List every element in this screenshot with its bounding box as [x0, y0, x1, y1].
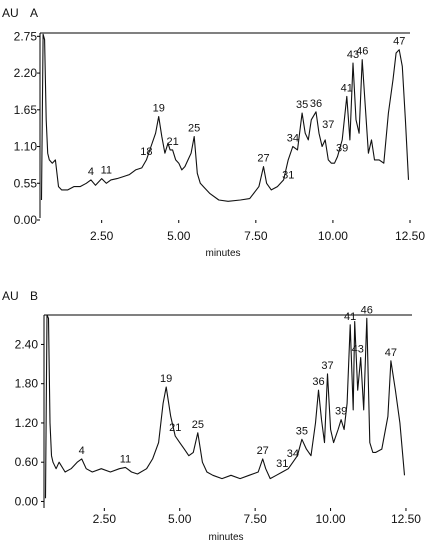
y-tick-label: 2.20 [14, 66, 38, 80]
x-axis-label: minutes [205, 248, 240, 259]
peak-label: 31 [282, 169, 294, 181]
peak-label: 35 [296, 99, 308, 111]
peak-label: 39 [336, 143, 348, 155]
x-tick-label: 5.00 [168, 512, 192, 526]
x-tick-label: 7.50 [243, 512, 267, 526]
peak-label: 43 [352, 344, 364, 356]
y-tick-label: 1.20 [15, 416, 39, 430]
peak-label: 47 [393, 36, 405, 48]
peak-label: 41 [341, 82, 353, 94]
x-tick-label: 10.00 [316, 512, 346, 526]
y-tick-label: 0.55 [14, 176, 38, 190]
chromatogram-trace [40, 33, 410, 202]
y-tick-label: 1.10 [14, 140, 38, 154]
peak-label: 37 [322, 119, 334, 131]
peak-label: 43 [347, 49, 359, 61]
peak-label: 27 [257, 153, 269, 165]
y-tick-label: 0.00 [14, 213, 38, 227]
peak-label: 19 [160, 373, 172, 385]
y-tick-label: 1.80 [15, 377, 39, 391]
x-tick-label: 2.50 [93, 512, 117, 526]
chart-panel-b: 0.00 0.60 1.20 1.80 2.40 2.50 5.00 7.50 10.00 12.… [2, 289, 421, 543]
peak-label: 39 [335, 406, 347, 418]
peak-label: 47 [385, 347, 397, 359]
y-tick-label: 0.60 [15, 455, 39, 469]
peak-label: 31 [276, 458, 288, 470]
peak-label: 4 [88, 166, 94, 178]
peak-label: 36 [310, 98, 322, 110]
x-tick-label: 12.50 [395, 229, 425, 243]
peak-label: 34 [287, 448, 299, 460]
peak-label: 21 [169, 422, 181, 434]
x-tick-label: 10.00 [318, 229, 348, 243]
peak-label: 27 [257, 445, 269, 457]
chart-panel-a: 0.00 0.55 1.10 1.65 2.20 2.75 2.50 5.00 7.50 10.0… [2, 6, 425, 259]
peak-label: 11 [101, 165, 112, 177]
y-axis-label: AU [2, 6, 19, 20]
peak-label: 46 [356, 46, 368, 58]
peak-label: 21 [166, 136, 178, 148]
y-tick-label: 2.75 [14, 29, 38, 43]
peak-label: 19 [153, 102, 165, 114]
peak-label: 36 [312, 376, 324, 388]
peak-label: 34 [287, 133, 299, 145]
panel-label: B [30, 289, 38, 303]
y-axis-label: AU [2, 289, 19, 303]
x-axis-label: minutes [208, 532, 243, 543]
peak-label: 25 [188, 123, 200, 135]
x-tick-label: 2.50 [90, 229, 114, 243]
peak-label: 46 [361, 304, 373, 316]
peak-label: 41 [344, 311, 356, 323]
x-tick-label: 5.00 [167, 229, 191, 243]
y-tick-label: 1.65 [14, 103, 38, 117]
peak-label: 25 [192, 419, 204, 431]
chromatogram-trace [44, 314, 406, 499]
peak-label: 35 [296, 425, 308, 437]
x-tick-label: 7.50 [244, 229, 268, 243]
panel-label: A [30, 6, 38, 20]
peak-label: 37 [321, 360, 333, 372]
y-tick-label: 0.00 [15, 494, 39, 508]
peak-label: 11 [120, 453, 131, 465]
peak-label: 18 [140, 146, 152, 158]
x-tick-label: 12.50 [391, 512, 421, 526]
y-tick-label: 2.40 [15, 337, 39, 351]
peak-label: 4 [79, 445, 85, 457]
